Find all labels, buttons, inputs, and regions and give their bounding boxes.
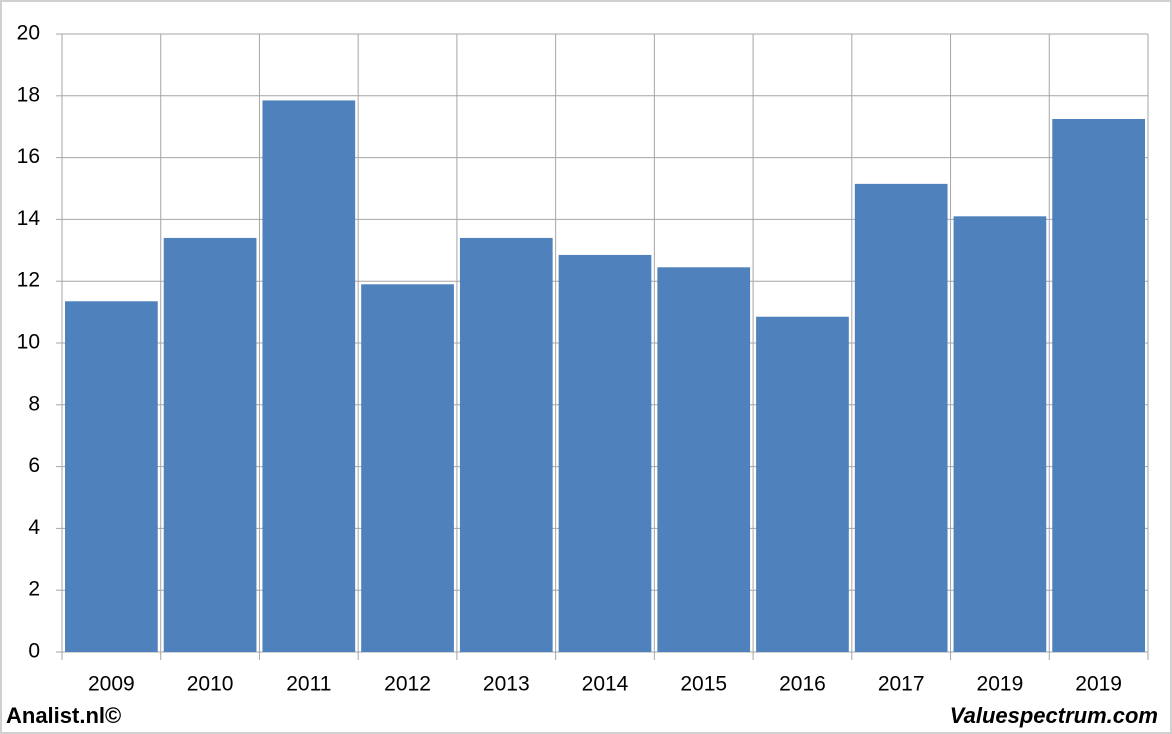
y-tick-label: 0 <box>28 640 40 663</box>
y-tick-label: 8 <box>28 392 40 415</box>
x-tick-label: 2010 <box>187 673 234 696</box>
y-tick-label: 2 <box>28 578 40 601</box>
bar <box>361 284 454 652</box>
x-tick-label: 2009 <box>88 673 135 696</box>
y-tick-label: 12 <box>17 269 40 292</box>
bar <box>854 183 948 653</box>
bar <box>657 267 751 652</box>
y-tick-label: 10 <box>17 331 40 354</box>
x-tick-label: 2015 <box>680 673 727 696</box>
y-tick-label: 14 <box>17 207 41 230</box>
y-tick-label: 4 <box>28 516 40 539</box>
x-tick-label: 2012 <box>384 673 431 696</box>
bar <box>163 237 257 652</box>
x-tick-label: 2014 <box>582 673 629 696</box>
x-tick-label: 2019 <box>977 673 1024 696</box>
x-tick-label: 2013 <box>483 673 530 696</box>
footer-right: Valuespectrum.com <box>950 703 1158 728</box>
bar <box>459 237 553 652</box>
x-tick-label: 2017 <box>878 673 925 696</box>
footer-left: Analist.nl© <box>6 703 121 728</box>
y-tick-label: 16 <box>17 145 40 168</box>
bar <box>756 316 849 652</box>
bar <box>953 216 1047 652</box>
y-tick-label: 6 <box>28 454 40 477</box>
bar <box>558 254 652 652</box>
y-tick-label: 18 <box>17 83 40 106</box>
x-tick-label: 2011 <box>286 673 331 696</box>
x-tick-label: 2016 <box>779 673 826 696</box>
x-tick-label: 2019 <box>1075 673 1122 696</box>
bar <box>1052 118 1145 653</box>
y-tick-label: 20 <box>17 22 40 45</box>
bar <box>262 100 356 652</box>
bar <box>65 301 158 652</box>
